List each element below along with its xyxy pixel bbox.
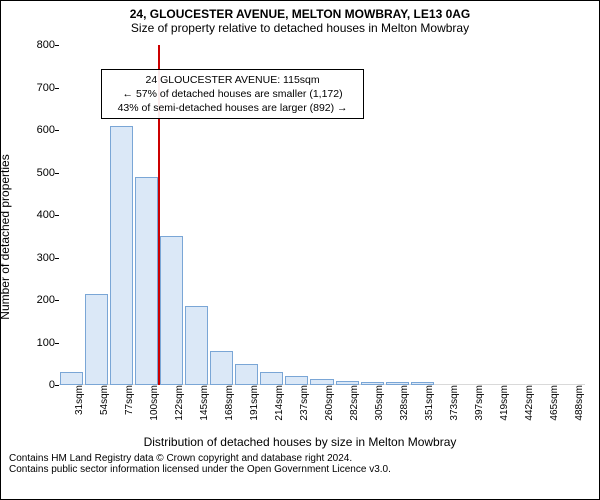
chart-container: 24, GLOUCESTER AVENUE, MELTON MOWBRAY, L…: [0, 0, 600, 500]
x-tick-label: 237sqm: [293, 385, 310, 421]
footer-licence: Contains public sector information licen…: [9, 464, 591, 475]
x-tick-label: 465sqm: [543, 385, 560, 421]
x-tick-label: 373sqm: [443, 385, 460, 421]
y-tick-label: 100: [25, 337, 55, 349]
footer-copyright: Contains HM Land Registry data © Crown c…: [9, 453, 591, 464]
x-tick-label: 260sqm: [318, 385, 335, 421]
y-tick-label: 0: [25, 379, 55, 391]
histogram-bar: [185, 306, 208, 385]
bar-slot: 488sqm: [560, 45, 585, 385]
x-tick-label: 351sqm: [418, 385, 435, 421]
plot-region: 31sqm54sqm77sqm100sqm122sqm145sqm168sqm1…: [59, 45, 585, 385]
bar-slot: 373sqm: [435, 45, 460, 385]
x-tick-label: 282sqm: [343, 385, 360, 421]
bar-slot: 465sqm: [535, 45, 560, 385]
bar-slot: 442sqm: [510, 45, 535, 385]
x-tick-label: 419sqm: [493, 385, 510, 421]
histogram-bar: [135, 177, 158, 385]
x-tick-label: 191sqm: [243, 385, 260, 421]
y-tick-mark: [55, 130, 59, 131]
bar-slot: 328sqm: [385, 45, 410, 385]
x-tick-label: 442sqm: [518, 385, 535, 421]
y-tick-mark: [55, 300, 59, 301]
y-tick-mark: [55, 88, 59, 89]
histogram-bar: [285, 376, 308, 385]
title-subtitle: Size of property relative to detached ho…: [9, 21, 591, 35]
y-tick-mark: [55, 385, 59, 386]
x-tick-label: 77sqm: [118, 385, 135, 415]
histogram-bar: [260, 372, 283, 385]
x-tick-label: 54sqm: [93, 385, 110, 415]
histogram-bar: [210, 351, 233, 385]
y-tick-label: 400: [25, 209, 55, 221]
x-tick-label: 122sqm: [168, 385, 185, 421]
histogram-bar: [60, 372, 83, 385]
annotation-box: 24 GLOUCESTER AVENUE: 115sqm ← 57% of de…: [101, 69, 364, 120]
bar-slot: 31sqm: [59, 45, 84, 385]
y-tick-label: 600: [25, 124, 55, 136]
y-tick-mark: [55, 343, 59, 344]
x-tick-label: 100sqm: [143, 385, 160, 421]
histogram-bar: [110, 126, 133, 385]
histogram-bar: [235, 364, 258, 385]
y-tick-label: 800: [25, 39, 55, 51]
annotation-line2: ← 57% of detached houses are smaller (1,…: [108, 87, 357, 101]
x-tick-label: 397sqm: [468, 385, 485, 421]
annotation-line1: 24 GLOUCESTER AVENUE: 115sqm: [108, 73, 357, 87]
bar-slot: 419sqm: [485, 45, 510, 385]
y-tick-mark: [55, 258, 59, 259]
x-axis-label: Distribution of detached houses by size …: [9, 435, 591, 449]
y-tick-mark: [55, 45, 59, 46]
y-tick-label: 700: [25, 82, 55, 94]
y-tick-label: 200: [25, 294, 55, 306]
x-tick-label: 168sqm: [218, 385, 235, 421]
x-tick-label: 305sqm: [368, 385, 385, 421]
title-address: 24, GLOUCESTER AVENUE, MELTON MOWBRAY, L…: [9, 7, 591, 21]
x-tick-label: 328sqm: [393, 385, 410, 421]
histogram-bar: [160, 236, 183, 385]
y-tick-label: 300: [25, 252, 55, 264]
bar-slot: 351sqm: [410, 45, 435, 385]
x-tick-label: 145sqm: [193, 385, 210, 421]
y-tick-mark: [55, 173, 59, 174]
bar-slot: 397sqm: [460, 45, 485, 385]
annotation-line3: 43% of semi-detached houses are larger (…: [108, 101, 357, 115]
x-tick-label: 488sqm: [568, 385, 585, 421]
chart-area: Number of detached properties 31sqm54sqm…: [9, 39, 591, 435]
y-axis-label: Number of detached properties: [0, 154, 12, 319]
y-tick-mark: [55, 215, 59, 216]
x-tick-label: 214sqm: [268, 385, 285, 421]
histogram-bar: [85, 294, 108, 385]
x-tick-label: 31sqm: [68, 385, 85, 415]
y-tick-label: 500: [25, 167, 55, 179]
